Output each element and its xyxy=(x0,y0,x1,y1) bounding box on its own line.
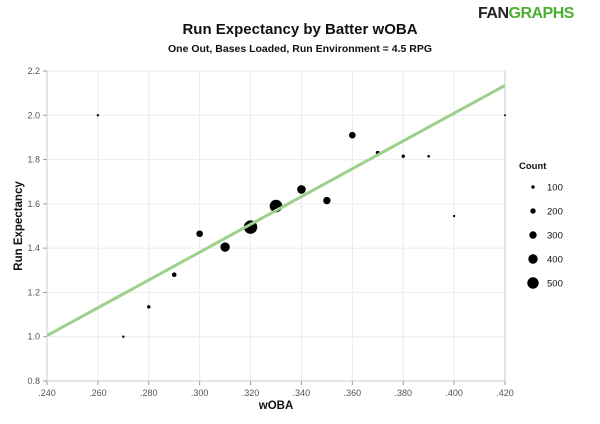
legend-symbol xyxy=(528,254,538,264)
data-point xyxy=(452,214,456,218)
x-tick-label: .280 xyxy=(140,388,158,398)
y-tick-label: 1.8 xyxy=(27,155,40,165)
legend-symbol xyxy=(531,185,535,189)
trend-line xyxy=(47,84,505,337)
x-tick-label: .300 xyxy=(191,388,209,398)
chart-subtitle: One Out, Bases Loaded, Run Environment =… xyxy=(167,43,432,55)
legend-label: 300 xyxy=(547,231,563,242)
data-point xyxy=(349,131,356,139)
legend-symbol xyxy=(527,277,539,289)
x-tick-label: .240 xyxy=(38,388,56,398)
data-point xyxy=(427,154,430,158)
y-tick-label: 1.0 xyxy=(27,332,40,342)
x-axis-label: wOBA xyxy=(258,400,294,412)
legend-label: 400 xyxy=(547,255,563,266)
data-point xyxy=(323,196,331,205)
x-tick-label: .420 xyxy=(496,388,514,398)
x-tick-label: .400 xyxy=(445,388,463,398)
legend-symbol xyxy=(529,231,537,239)
legend-title: Count xyxy=(519,161,547,172)
x-tick-label: .260 xyxy=(89,388,107,398)
data-point xyxy=(96,114,100,117)
data-point xyxy=(147,305,151,309)
legend-label: 500 xyxy=(547,279,563,290)
x-tick-label: .320 xyxy=(242,388,260,398)
x-tick-label: .380 xyxy=(394,388,412,398)
y-tick-label: 1.6 xyxy=(27,199,40,209)
logo-text-fan: FAN xyxy=(478,5,509,22)
logo-text-graphs: GRAPHS xyxy=(508,5,575,22)
data-point xyxy=(401,154,405,158)
y-tick-label: 2.2 xyxy=(27,66,40,76)
data-point xyxy=(196,230,203,238)
data-point xyxy=(122,335,125,338)
legend-label: 100 xyxy=(547,183,563,194)
data-point xyxy=(504,114,506,117)
data-point xyxy=(171,272,177,278)
x-tick-label: .340 xyxy=(293,388,311,398)
data-point xyxy=(220,242,230,252)
fangraphs-logo: FANGRAPHS xyxy=(478,5,574,23)
chart-title: Run Expectancy by Batter wOBA xyxy=(182,21,418,38)
y-tick-label: 1.4 xyxy=(27,243,40,253)
y-tick-label: 2.0 xyxy=(27,110,40,120)
y-tick-label: 0.8 xyxy=(27,376,40,386)
y-axis-label: Run Expectancy xyxy=(13,181,25,271)
x-tick-label: .360 xyxy=(344,388,362,398)
y-tick-label: 1.2 xyxy=(27,287,40,297)
legend-symbol xyxy=(530,208,536,214)
data-point xyxy=(297,185,306,194)
legend-label: 200 xyxy=(547,207,563,218)
